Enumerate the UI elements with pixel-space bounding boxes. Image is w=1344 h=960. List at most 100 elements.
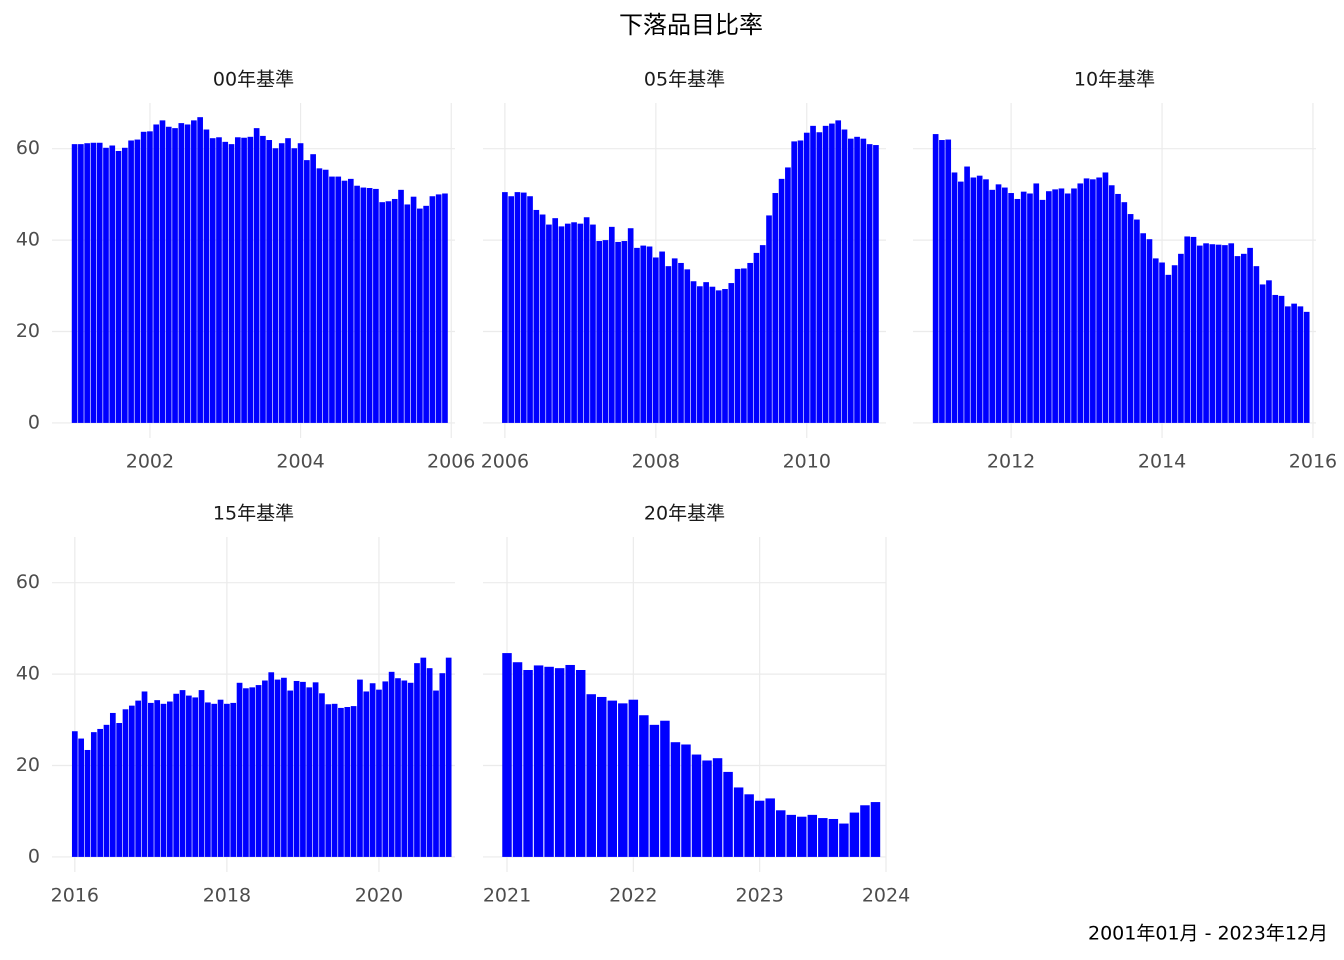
bar [554,668,565,857]
bar [420,657,427,857]
bar [1165,274,1172,423]
bar [160,703,167,857]
bar [121,147,128,423]
bar [829,123,835,423]
bar [134,139,141,423]
bar [312,682,319,857]
bar [179,690,186,857]
bar [291,148,298,423]
bar [1001,187,1008,423]
bar [319,693,325,857]
bar [236,682,243,857]
bar [722,289,728,423]
bar [322,169,329,423]
bar [141,691,148,857]
bar [211,703,218,857]
bar [1209,244,1216,423]
bar [401,680,408,857]
bar [253,128,260,423]
bar [671,258,678,423]
facet-title: 15年基準 [213,503,294,525]
bar [527,196,533,423]
bar [192,697,199,857]
x-tick-label: 2008 [632,451,680,473]
bar [681,744,691,857]
bar [198,690,205,857]
bar [502,192,508,423]
bar [423,205,429,423]
bar [533,209,540,423]
bar [964,166,970,423]
bar [376,689,382,857]
bar [775,810,786,857]
x-tick-label: 2020 [355,885,403,907]
bar [854,136,860,423]
bar [1108,185,1115,423]
bar [670,742,681,857]
bar [652,257,659,423]
bar [602,240,609,423]
bar [607,700,618,857]
bar [268,672,275,857]
bar [1027,193,1033,423]
bar [122,709,129,857]
bar [995,184,1002,423]
bar [329,176,335,423]
bar [357,679,363,857]
bar [1020,191,1027,423]
bar [1215,244,1222,423]
bar [849,812,860,857]
bar [445,657,452,857]
bar [115,150,122,423]
bar [172,128,178,423]
bar [640,245,647,423]
bar [728,283,735,423]
bar [109,712,116,857]
bar [159,120,166,423]
bar [860,805,870,857]
x-tick-label: 2014 [1138,451,1186,473]
bar [404,204,411,423]
bar [1134,219,1140,423]
bar [335,176,342,423]
bar [939,140,945,423]
x-tick-label: 2024 [862,885,910,907]
bar [366,188,373,423]
bar [596,241,603,423]
bar [697,286,703,423]
bar [379,202,386,423]
x-tick-label: 2016 [1289,451,1337,473]
bar [1253,266,1260,423]
bar [1222,245,1228,423]
bar [369,683,376,857]
bar [90,732,97,857]
bar [410,196,417,423]
bar [300,681,306,857]
bar [523,669,533,857]
bar [147,131,153,423]
x-tick-label: 2010 [783,451,831,473]
bar [753,252,760,423]
bar [350,706,357,857]
bar [957,181,964,423]
bar [786,814,796,857]
bar [287,690,294,857]
bar [429,196,436,423]
bar [586,694,596,857]
bar [433,690,439,857]
bar [197,117,203,423]
bar [577,223,584,423]
bar [678,262,684,423]
bar [128,140,134,423]
bar [803,132,810,423]
bar [754,800,765,857]
bar [791,141,798,423]
bar [870,802,881,857]
bar [260,135,266,423]
bar [109,145,116,423]
bar [628,699,639,857]
bar [502,653,512,857]
bar [347,178,354,423]
y-tick-label: 40 [16,229,40,251]
bar [1278,295,1285,423]
